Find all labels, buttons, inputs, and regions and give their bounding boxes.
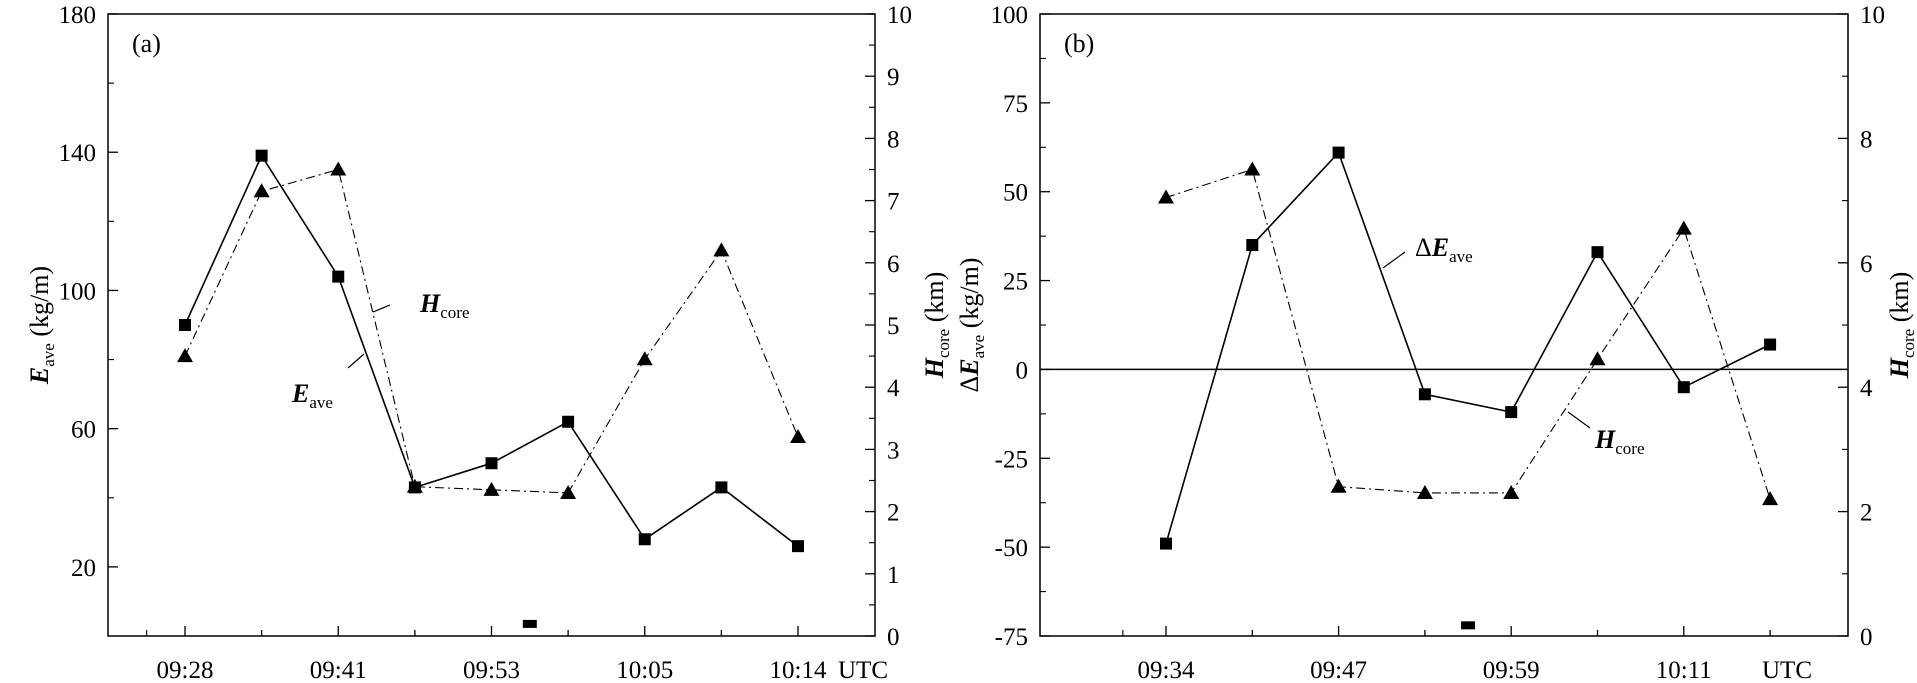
callout-leader-line <box>372 304 391 313</box>
series-line-h-core <box>184 168 799 494</box>
y-left-tick-label: 0 <box>1016 357 1029 384</box>
y-right-tick-label: 7 <box>887 189 900 216</box>
y-left-tick-label: -25 <box>995 446 1028 473</box>
y-right-tick-label: 6 <box>1860 251 1873 278</box>
callout-leader-line <box>1382 251 1406 269</box>
y-right-tick-label: 1 <box>887 562 900 589</box>
series-callout-label: Hcore <box>1594 425 1645 458</box>
series-callout-label: ΔEave <box>1415 233 1473 266</box>
x-tick-label: 10:05 <box>616 657 673 683</box>
data-point-triangle <box>1158 189 1174 204</box>
panel-b: -75 -50 -25 0 25 50 75 100 0 2 4 6 8 10 09:34 09:47 09:5… <box>955 2 1917 683</box>
data-point-triangle <box>1675 220 1692 235</box>
series-callout-label: Hcore <box>419 289 470 322</box>
y-right-tick-label: 8 <box>1860 126 1873 153</box>
x-unit-label: UTC <box>838 657 888 683</box>
data-point-triangle <box>406 478 423 493</box>
y-left-tick-label: -50 <box>995 535 1028 562</box>
data-point-triangle <box>1416 484 1433 499</box>
data-point-square <box>179 319 191 331</box>
data-point-square <box>792 540 804 553</box>
y-right-axis-title: Hcore (km) <box>1885 272 1917 380</box>
data-point-square <box>638 533 651 546</box>
panel-label: (b) <box>1064 29 1094 58</box>
stray-marker <box>522 619 537 628</box>
x-tick-label: 09:41 <box>310 657 367 683</box>
y-right-tick-label: 5 <box>887 313 900 340</box>
data-point-triangle <box>253 183 270 198</box>
data-point-square <box>1246 239 1259 252</box>
callout-leader-line <box>1567 411 1591 429</box>
panel-label: (a) <box>132 29 161 58</box>
data-point-triangle <box>330 161 347 176</box>
data-point-square <box>255 149 268 162</box>
callout-leader-line <box>347 353 365 369</box>
y-left-tick-label: 50 <box>1003 180 1028 207</box>
y-right-tick-label: 9 <box>887 64 900 91</box>
y-left-tick-label: 180 <box>59 2 97 29</box>
panel-a: 20 60 100 140 180 0 1 2 3 4 5 6 7 8 9 10 09:28 09:41 09:53… <box>25 2 953 683</box>
y-right-tick-label: 8 <box>887 126 900 153</box>
series-line-h-core <box>1165 168 1771 500</box>
x-tick-label: 10:11 <box>1656 657 1712 683</box>
data-point-square <box>1764 338 1777 351</box>
y-left-tick-label: -75 <box>995 624 1028 651</box>
y-right-tick-label: 10 <box>1860 2 1885 29</box>
y-left-tick-label: 75 <box>1003 91 1028 118</box>
data-point-triangle <box>636 351 653 366</box>
data-point-triangle <box>483 481 500 496</box>
data-point-square <box>1160 537 1172 550</box>
y-left-tick-label: 100 <box>59 278 97 305</box>
x-tick-label: 09:47 <box>1310 657 1367 683</box>
data-point-triangle <box>713 242 730 257</box>
y-right-tick-label: 4 <box>887 375 900 402</box>
data-point-triangle <box>177 348 193 363</box>
y-left-axis-title: ΔEave (kg/m) <box>955 258 988 393</box>
y-left-tick-label: 25 <box>1003 269 1028 296</box>
x-tick-label: 09:53 <box>463 657 520 683</box>
data-point-square <box>1505 406 1518 419</box>
y-left-axis-title: Eave (kg/m) <box>25 266 58 385</box>
y-right-tick-label: 2 <box>887 500 900 527</box>
y-left-tick-label: 140 <box>59 140 97 167</box>
y-left-tick-label: 20 <box>71 555 96 582</box>
x-tick-label: 09:59 <box>1483 657 1540 683</box>
data-point-triangle <box>1244 161 1261 176</box>
data-point-square <box>715 481 728 494</box>
series-line-e-ave <box>1165 151 1771 544</box>
y-right-tick-label: 0 <box>887 624 900 651</box>
data-point-square <box>562 415 575 428</box>
y-left-tick-label: 100 <box>991 2 1029 29</box>
y-right-tick-label: 0 <box>1860 624 1873 651</box>
x-unit-label: UTC <box>1762 657 1812 683</box>
x-tick-label: 09:28 <box>157 657 214 683</box>
data-point-square <box>1677 381 1690 394</box>
data-point-square <box>485 457 498 470</box>
series-callout-label: Eave <box>291 379 333 412</box>
stray-marker <box>1461 621 1476 630</box>
data-point-square <box>332 270 345 283</box>
data-point-square <box>1591 246 1604 259</box>
y-right-tick-label: 10 <box>887 2 912 29</box>
data-point-triangle <box>1503 484 1520 499</box>
x-tick-label: 10:14 <box>770 657 827 683</box>
y-right-axis-title: Hcore (km) <box>920 272 953 380</box>
data-point-square <box>1332 146 1345 159</box>
y-right-tick-label: 4 <box>1860 375 1873 402</box>
y-left-tick-label: 60 <box>71 417 96 444</box>
plot-frame <box>107 13 876 637</box>
y-right-tick-label: 6 <box>887 251 900 278</box>
y-right-tick-label: 3 <box>887 437 900 464</box>
data-point-triangle <box>1330 478 1347 493</box>
data-point-triangle <box>560 484 577 499</box>
data-point-triangle <box>1589 351 1606 366</box>
x-tick-label: 09:34 <box>1138 657 1195 683</box>
y-right-tick-label: 2 <box>1860 500 1873 527</box>
data-point-triangle <box>1762 491 1779 506</box>
data-point-square <box>1418 388 1431 401</box>
data-point-triangle <box>790 428 806 443</box>
